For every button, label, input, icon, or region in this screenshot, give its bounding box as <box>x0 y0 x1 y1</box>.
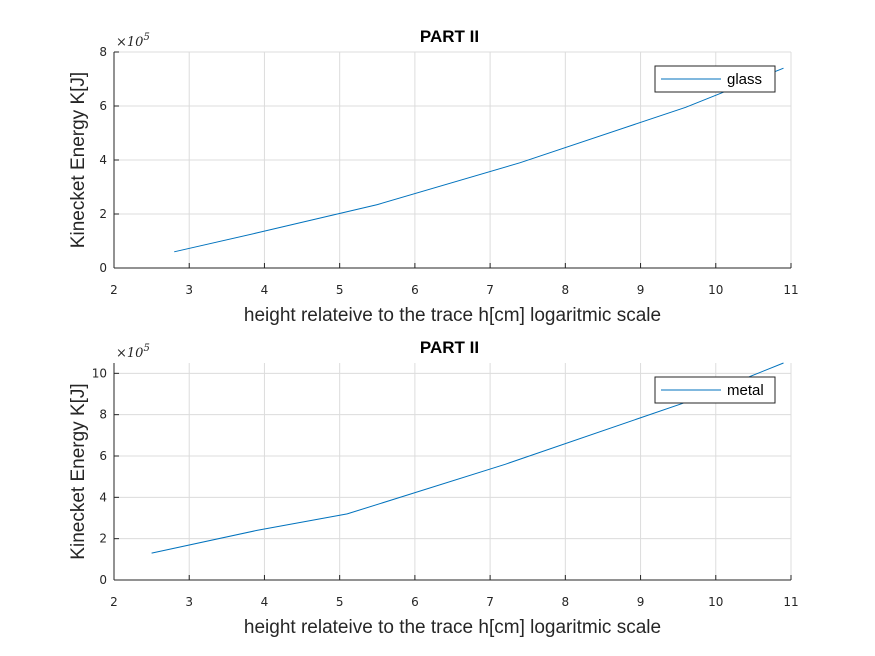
y-axis-label: Kinecket Energy K[J] <box>68 72 89 248</box>
x-tick-label: 2 <box>110 595 118 609</box>
x-tick-label: 7 <box>486 595 494 609</box>
x-tick-label: 4 <box>261 283 269 297</box>
y-exponent-label: ×105 <box>116 343 150 361</box>
x-tick-label: 10 <box>708 283 723 297</box>
x-tick-label: 10 <box>708 595 723 609</box>
x-axis-label: height relateive to the trace h[cm] loga… <box>244 617 661 638</box>
y-tick-label: 2 <box>99 532 107 546</box>
x-tick-label: 6 <box>411 283 419 297</box>
x-tick-label: 6 <box>411 595 419 609</box>
x-tick-label: 7 <box>486 283 494 297</box>
x-axis-label: height relateive to the trace h[cm] loga… <box>244 305 661 326</box>
series-line-glass <box>174 67 784 253</box>
x-tick-label: 9 <box>637 595 645 609</box>
legend: glass <box>654 65 776 93</box>
y-tick-label: 4 <box>99 490 107 504</box>
x-tick-label: 2 <box>110 283 118 297</box>
x-tick-label: 8 <box>562 595 570 609</box>
x-tick-label: 8 <box>562 283 570 297</box>
x-tick-label: 5 <box>336 595 344 609</box>
y-tick-label: 6 <box>99 449 107 463</box>
y-exponent-label: ×105 <box>116 32 150 50</box>
y-tick-label: 8 <box>99 408 107 422</box>
x-tick-label: 3 <box>185 595 193 609</box>
y-tick-label: 8 <box>99 45 107 59</box>
y-tick-label: 0 <box>99 573 107 587</box>
legend-entry: metal <box>727 382 764 399</box>
legend-entry: glass <box>727 71 762 88</box>
y-tick-label: 2 <box>99 207 107 221</box>
x-tick-label: 5 <box>336 283 344 297</box>
x-tick-label: 11 <box>783 283 798 297</box>
chart-title: PART II <box>420 27 479 46</box>
x-tick-label: 4 <box>261 595 269 609</box>
x-tick-label: 3 <box>185 283 193 297</box>
y-tick-label: 4 <box>99 153 107 167</box>
x-tick-label: 9 <box>637 283 645 297</box>
x-tick-label: 11 <box>783 595 798 609</box>
chart-title: PART II <box>420 338 479 357</box>
y-tick-label: 10 <box>92 366 107 380</box>
legend: metal <box>654 376 776 404</box>
y-tick-label: 6 <box>99 99 107 113</box>
y-axis-label: Kinecket Energy K[J] <box>68 383 89 559</box>
y-tick-label: 0 <box>99 261 107 275</box>
